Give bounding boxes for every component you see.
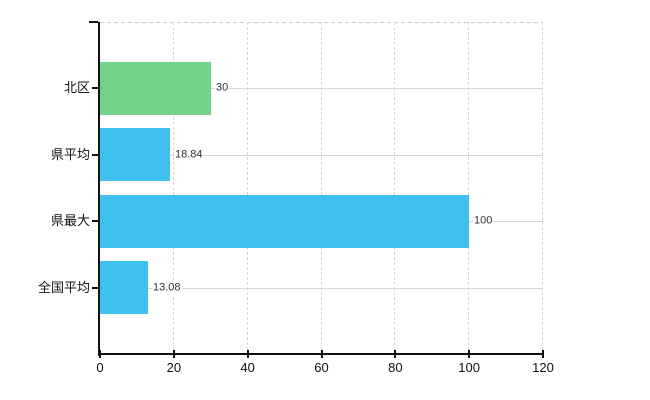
category-gridline (100, 288, 543, 289)
x-tick-label: 80 (388, 360, 403, 375)
y-axis-line (98, 22, 100, 356)
value-label: 30 (215, 81, 230, 95)
y-tick-mark (92, 220, 98, 222)
category-gridline (100, 155, 543, 156)
x-tick-mark (468, 350, 471, 358)
y-tick-mark (92, 87, 98, 89)
x-tick-mark (99, 350, 101, 358)
category-label: 北区 (63, 80, 90, 95)
y-axis-end-tick (89, 21, 98, 23)
x-tick-label: 0 (96, 360, 104, 375)
bar-1 (100, 62, 211, 115)
x-tick-label: 60 (314, 360, 329, 375)
category-gridline (100, 88, 543, 89)
x-tick-mark (542, 350, 544, 358)
y-tick-mark (92, 154, 98, 156)
vertical-gridline (394, 22, 396, 354)
x-tick-label: 100 (458, 360, 481, 375)
vertical-gridline (246, 22, 248, 354)
bar-3 (100, 195, 469, 248)
vertical-gridline (468, 22, 470, 354)
x-tick-mark (394, 350, 397, 358)
bar-2 (100, 128, 170, 181)
vertical-gridline (542, 22, 543, 354)
value-label: 100 (473, 214, 494, 228)
x-tick-label: 40 (240, 360, 255, 375)
category-label: 県最大 (50, 213, 90, 228)
value-label: 13.08 (152, 281, 182, 295)
y-tick-mark (92, 287, 98, 289)
x-tick-label: 20 (166, 360, 182, 375)
x-tick-mark (246, 350, 249, 358)
category-label: 全国平均 (37, 280, 90, 295)
bar-4 (100, 261, 148, 314)
plot-area: 30 18.84 100 13.08 0 20 40 60 80 100 120 (89, 21, 554, 375)
value-label: 18.84 (174, 148, 204, 162)
x-tick-mark (172, 350, 175, 358)
category-label: 県平均 (50, 147, 90, 162)
vertical-gridline (172, 22, 174, 354)
plot-top-border (100, 22, 543, 23)
x-tick-mark (320, 350, 323, 358)
x-tick-label: 120 (532, 360, 554, 375)
vertical-gridline (320, 22, 322, 354)
